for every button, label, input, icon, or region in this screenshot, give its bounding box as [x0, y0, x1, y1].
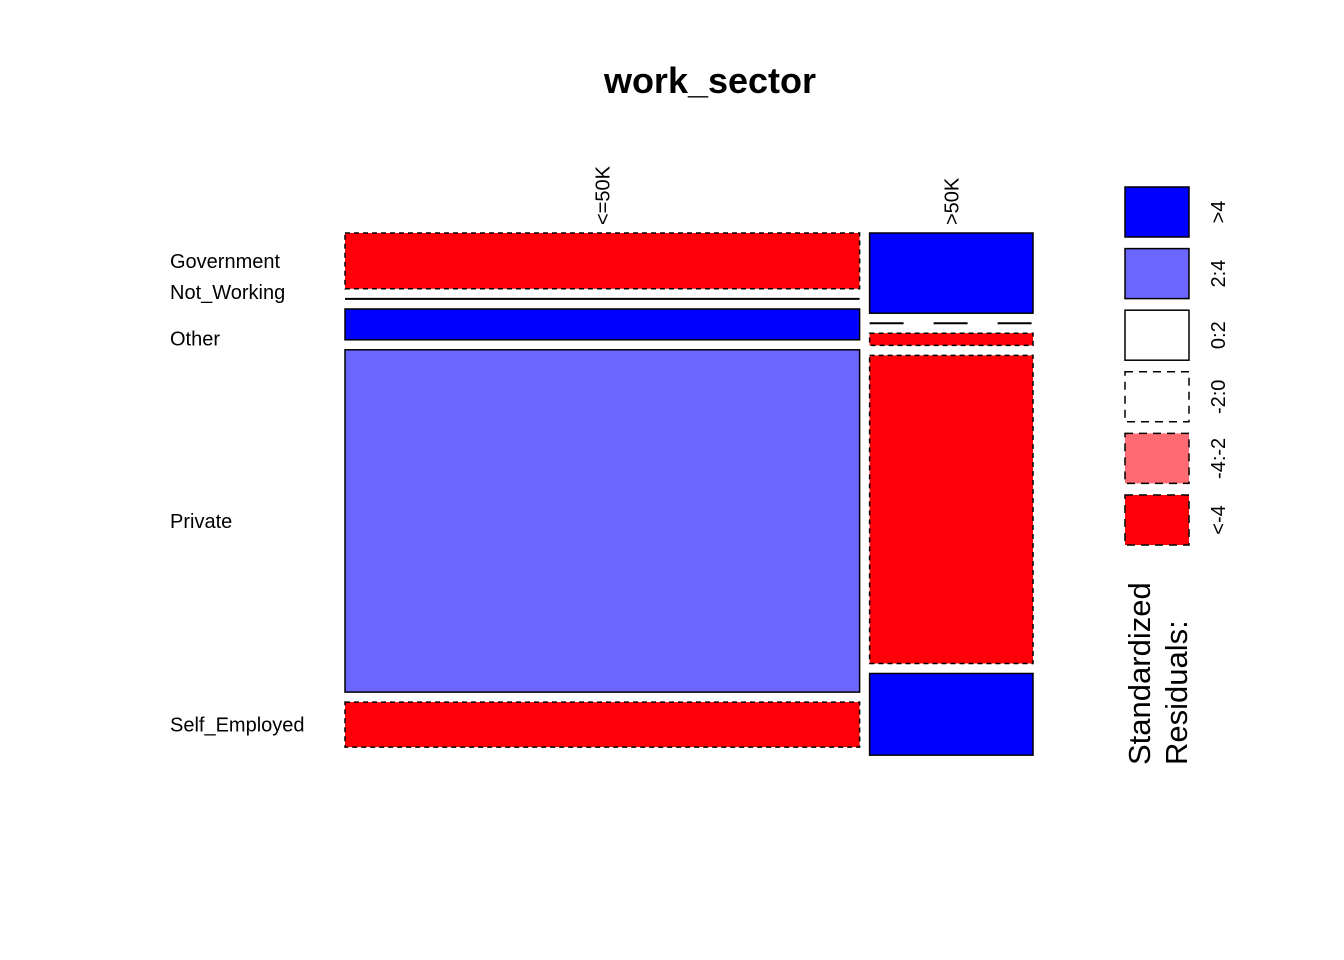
- legend-swatch-2: [1124, 247, 1190, 300]
- row-label-other: Other: [170, 328, 220, 350]
- chart-title: work_sector: [603, 60, 816, 101]
- legend-title-line-2: Residuals:: [1159, 620, 1194, 765]
- legend-label-4: -2:0: [1208, 380, 1230, 414]
- legend-title-line-1: Standardized: [1122, 582, 1157, 765]
- legend-swatch-1: [1124, 186, 1190, 238]
- legend-label-3: 0:2: [1208, 321, 1230, 349]
- legend-swatch-6: [1124, 494, 1190, 546]
- mosaic-tiles: [344, 232, 1034, 756]
- row-label-private: Private: [170, 511, 232, 533]
- tile-50k-self-employed: [344, 701, 861, 748]
- tile-50k-private: [868, 354, 1034, 665]
- legend-label-6: <-4: [1208, 505, 1230, 534]
- legend-label-5: -4:-2: [1208, 438, 1230, 479]
- row-labels: Government Not_Working Other Private Self_Em…: [170, 251, 305, 737]
- legend: >4 2:4 0:2 -2:0 -4:-2 <-4 Standardized Residual…: [1122, 186, 1230, 765]
- legend-swatch-3: [1124, 309, 1190, 361]
- column-labels: <=50K >50K: [592, 165, 963, 225]
- tile-50k-government: [868, 232, 1034, 314]
- legend-swatch-5: [1124, 432, 1190, 485]
- row-label-government: Government: [170, 251, 280, 273]
- legend-swatch-4: [1124, 371, 1190, 423]
- legend-label-1: >4: [1208, 201, 1230, 224]
- row-label-not-working: Not_Working: [170, 282, 285, 304]
- column-label-1: <=50K: [592, 165, 614, 225]
- tile-50k-other: [344, 308, 861, 341]
- column-label-2: >50K: [941, 177, 963, 225]
- tile-50k-other: [868, 332, 1034, 347]
- row-label-self-employed: Self_Employed: [170, 715, 305, 737]
- tile-50k-government: [344, 232, 861, 290]
- tile-50k-self-employed: [868, 672, 1034, 756]
- tile-50k-private: [344, 349, 861, 693]
- legend-label-2: 2:4: [1208, 260, 1230, 288]
